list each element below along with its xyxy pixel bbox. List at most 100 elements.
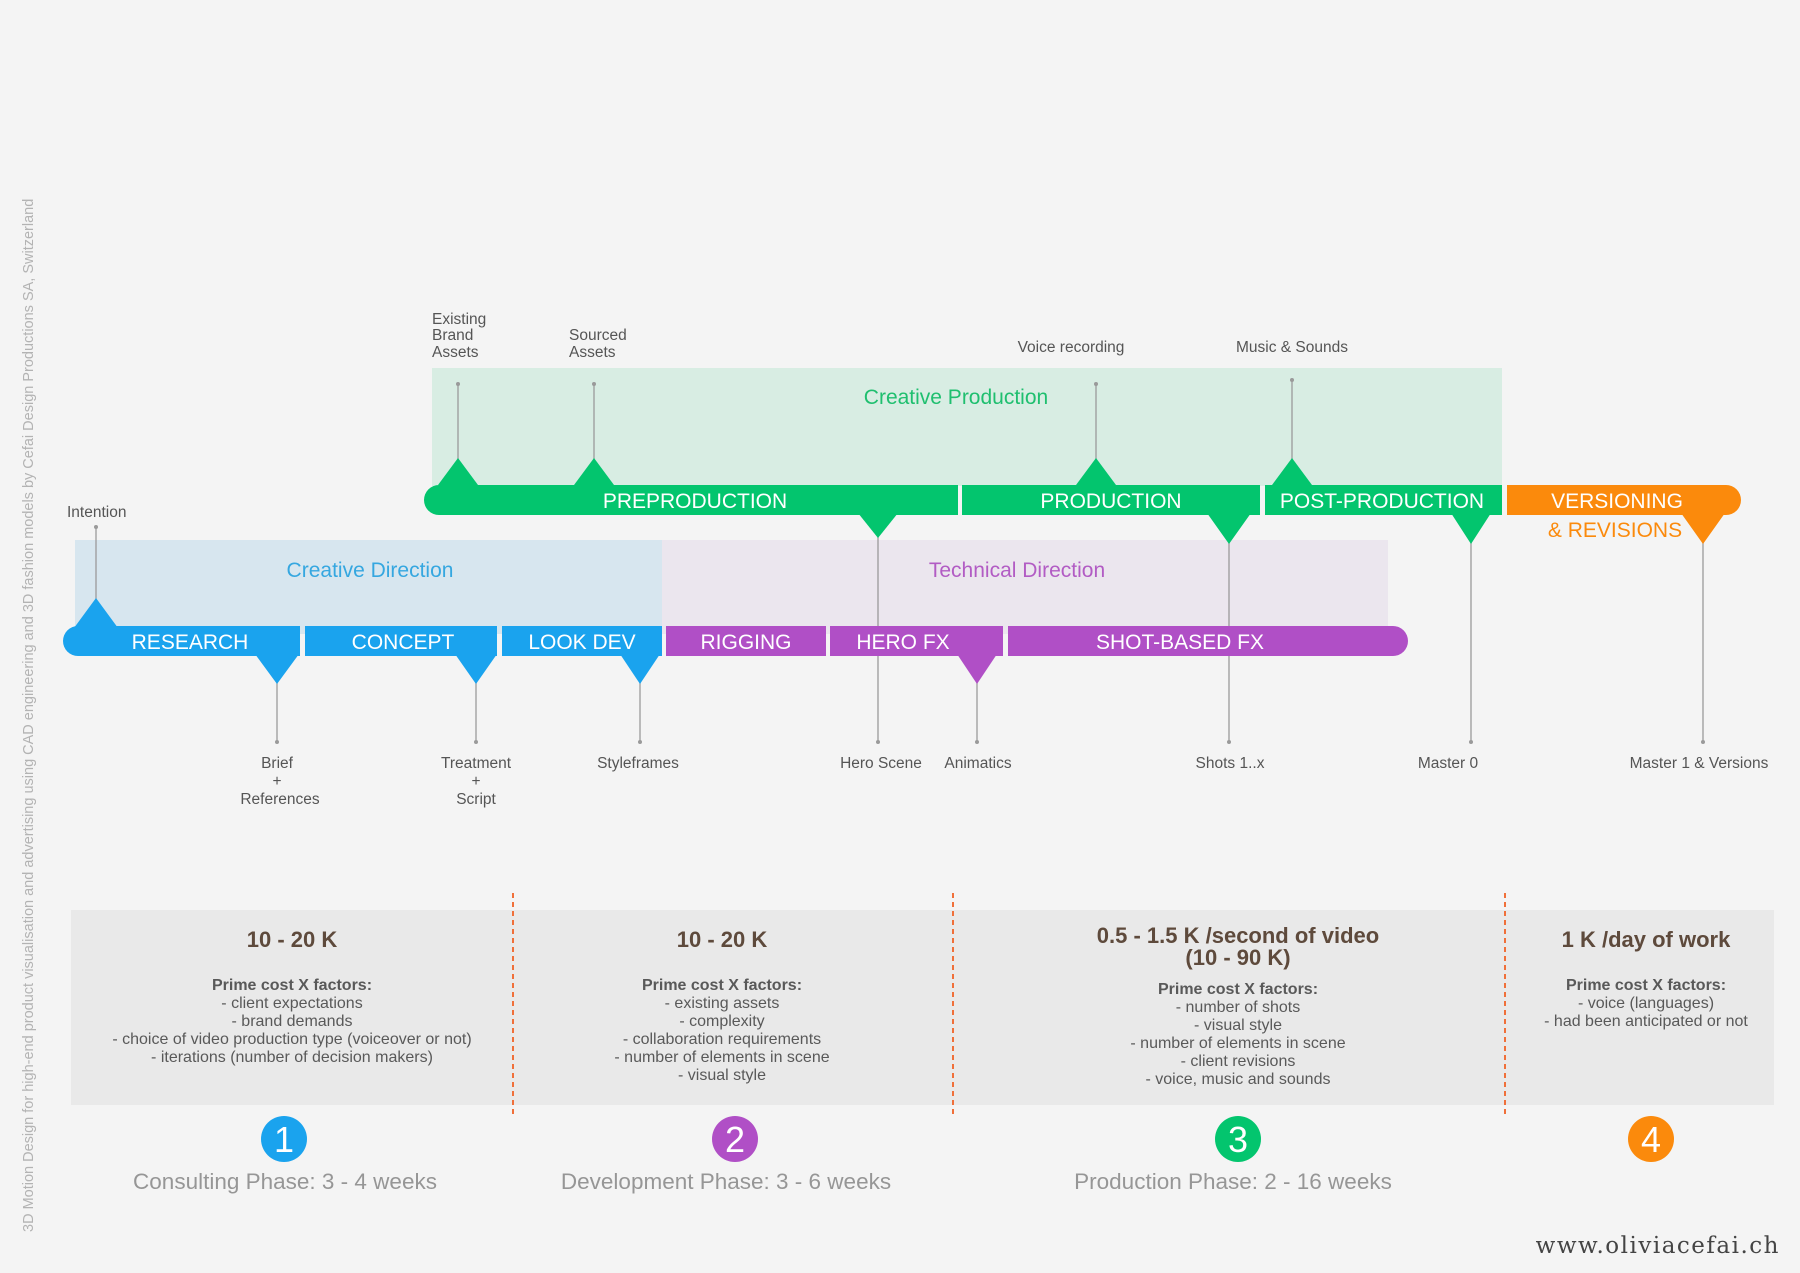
- phase-4-circle: [1628, 1116, 1674, 1162]
- concept-segment: [305, 626, 497, 656]
- intention-marker: [74, 598, 118, 628]
- price-2: 10 - 20 K: [676, 927, 768, 952]
- factor-item: - iterations (number of decision makers): [151, 1049, 433, 1066]
- pricing-box-1: 10 - 20 K Prime cost X factors: - client…: [71, 929, 513, 1067]
- price-4: 1 K /day of work: [1561, 927, 1731, 952]
- factor-item: - choice of video production type (voice…: [112, 1031, 472, 1048]
- factor-item: - collaboration requirements: [622, 1031, 822, 1048]
- research-label: RESEARCH: [132, 631, 249, 654]
- rigging-segment: [666, 626, 826, 656]
- hero-scene-marker: [858, 513, 898, 538]
- master1-marker: [1681, 513, 1725, 544]
- intention-label: Intention: [67, 504, 126, 521]
- brief-label-3: References: [240, 791, 320, 808]
- shots-marker: [1207, 513, 1251, 544]
- factor-item: - voice (languages): [1577, 995, 1715, 1012]
- connector-dots: [94, 378, 1705, 744]
- creative-production-title: Creative Production: [864, 386, 1048, 409]
- factor-item: - had been anticipated or not: [1544, 1013, 1748, 1030]
- factors-title-2: Prime cost X factors:: [641, 977, 803, 994]
- look-dev-label: LOOK DEV: [528, 631, 635, 654]
- factor-item: - complexity: [679, 1013, 765, 1030]
- pricing-panel: [71, 910, 1774, 1105]
- voice-recording-label: Voice recording: [1018, 339, 1125, 356]
- factor-item: - visual style: [677, 1067, 767, 1084]
- concept-label: CONCEPT: [352, 631, 455, 654]
- hero-scene-label: Hero Scene: [840, 755, 922, 772]
- phase-2-circle: [712, 1116, 758, 1162]
- brief-label-1: Brief: [261, 755, 294, 772]
- treatment-label-1: Treatment: [441, 755, 512, 772]
- phase-1-label: Consulting Phase: 3 - 4 weeks: [133, 1169, 437, 1194]
- voice-recording-marker: [1076, 458, 1116, 485]
- sourced-assets-marker: [574, 458, 614, 485]
- pricing-box-4: 1 K /day of work Prime cost X factors: -…: [1505, 929, 1787, 1031]
- revisions-label: & REVISIONS: [1548, 519, 1682, 542]
- factor-item: - number of elements in scene: [1130, 1035, 1346, 1052]
- phase-3-number: 3: [1228, 1119, 1248, 1160]
- factor-item: - brand demands: [231, 1013, 353, 1030]
- creative-production-band: [432, 368, 1502, 486]
- price-3-range: (10 - 90 K): [1185, 945, 1291, 970]
- phase-3-circle: [1215, 1116, 1261, 1162]
- website-url[interactable]: www.oliviacefai.ch: [1535, 1233, 1780, 1259]
- production-label: PRODUCTION: [1040, 490, 1181, 513]
- look-dev-segment: [502, 626, 662, 656]
- animatics-label: Animatics: [944, 755, 1011, 772]
- factor-item: - existing assets: [664, 995, 780, 1012]
- phase-2-label: Development Phase: 3 - 6 weeks: [560, 1169, 892, 1194]
- animatics-marker: [957, 654, 997, 684]
- preproduction-label: PREPRODUCTION: [603, 490, 787, 513]
- factor-item: - visual style: [1193, 1017, 1283, 1034]
- master1-label: Master 1 & Versions: [1630, 755, 1769, 772]
- hero-fx-label: HERO FX: [856, 631, 949, 654]
- technical-direction-title: Technical Direction: [929, 559, 1105, 582]
- price-1: 10 - 20 K: [246, 927, 338, 952]
- master0-marker: [1451, 513, 1491, 544]
- styleframes-marker: [620, 654, 660, 684]
- pricing-box-2: 10 - 20 K Prime cost X factors: - existi…: [513, 929, 931, 1085]
- brief-marker: [255, 654, 299, 684]
- music-sounds-marker: [1272, 458, 1312, 485]
- pricing-box-3: 0.5 - 1.5 K /second of video (10 - 90 K)…: [953, 925, 1523, 1089]
- shots-label: Shots 1..x: [1196, 755, 1265, 772]
- existing-assets-label-2: Brand: [432, 327, 473, 344]
- brief-label-2: +: [272, 773, 281, 790]
- factors-title-3: Prime cost X factors:: [1157, 981, 1319, 998]
- music-sounds-label: Music & Sounds: [1236, 339, 1348, 356]
- existing-assets-label-1: Existing: [432, 311, 486, 328]
- existing-assets-marker: [438, 458, 478, 485]
- creative-direction-band: [75, 540, 662, 634]
- hero-fx-segment: [830, 626, 1003, 656]
- phase-1-circle: [261, 1116, 307, 1162]
- factors-title-4: Prime cost X factors:: [1565, 977, 1727, 994]
- factor-item: - voice, music and sounds: [1145, 1071, 1331, 1088]
- factor-item: - client revisions: [1180, 1053, 1296, 1070]
- factor-item: - number of elements in scene: [614, 1049, 830, 1066]
- phase-dividers: [512, 893, 1506, 1117]
- phase-2-number: 2: [725, 1119, 745, 1160]
- treatment-marker: [455, 654, 497, 684]
- styleframes-label: Styleframes: [597, 755, 679, 772]
- factors-title-1: Prime cost X factors:: [211, 977, 373, 994]
- post-production-segment: [1265, 485, 1502, 515]
- factor-item: - number of shots: [1175, 999, 1301, 1016]
- price-3: 0.5 - 1.5 K /second of video: [1096, 923, 1380, 948]
- phase-3-label: Production Phase: 2 - 16 weeks: [1074, 1169, 1392, 1194]
- treatment-label-2: +: [471, 773, 480, 790]
- shot-based-fx-label: SHOT-BASED FX: [1096, 631, 1264, 654]
- existing-assets-label-3: Assets: [432, 344, 479, 361]
- phase-1-number: 1: [274, 1119, 294, 1160]
- master0-label: Master 0: [1418, 755, 1479, 772]
- sourced-assets-label-1: Sourced: [569, 327, 627, 344]
- factor-item: - client expectations: [221, 995, 363, 1012]
- phase-4-number: 4: [1641, 1119, 1661, 1160]
- creative-direction-title: Creative Direction: [287, 559, 454, 582]
- production-segment: [962, 485, 1260, 515]
- sourced-assets-label-2: Assets: [569, 344, 616, 361]
- versioning-label: VERSIONING: [1551, 490, 1683, 513]
- treatment-label-3: Script: [456, 791, 496, 808]
- technical-direction-band: [662, 540, 1388, 634]
- rigging-label: RIGGING: [700, 631, 791, 654]
